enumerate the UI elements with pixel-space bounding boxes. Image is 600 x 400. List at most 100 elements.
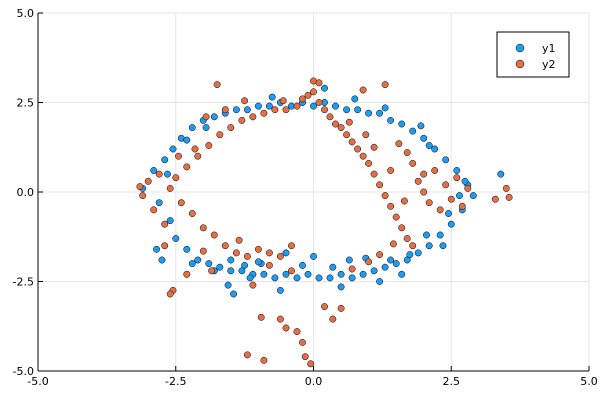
point-y2 <box>420 188 428 196</box>
point-y1 <box>161 156 169 164</box>
point-y2 <box>345 118 353 126</box>
point-y2 <box>502 184 510 192</box>
x-tick-label: -5.0 <box>27 375 48 388</box>
point-y1 <box>387 256 395 264</box>
point-y2 <box>213 81 221 89</box>
point-y1 <box>461 177 469 185</box>
point-y1 <box>293 274 301 282</box>
point-y2 <box>188 210 196 217</box>
point-y2 <box>260 109 268 117</box>
point-y2 <box>348 265 356 273</box>
point-y1 <box>409 127 417 135</box>
point-y1 <box>169 145 177 153</box>
point-y1 <box>172 235 180 242</box>
point-y2 <box>387 202 395 210</box>
point-y2 <box>447 195 455 203</box>
point-y1 <box>453 167 461 174</box>
point-y1 <box>398 120 406 128</box>
point-y2 <box>403 149 411 157</box>
point-y2 <box>392 213 400 221</box>
point-y2 <box>348 138 356 146</box>
point-y1 <box>425 242 433 250</box>
point-y2 <box>183 270 191 278</box>
point-y2 <box>271 106 279 114</box>
point-y1 <box>445 210 452 217</box>
point-y2 <box>299 95 306 103</box>
point-y2 <box>329 315 337 323</box>
point-y2 <box>315 79 323 87</box>
point-y2 <box>400 197 408 205</box>
point-y1 <box>321 84 328 92</box>
point-y2 <box>395 140 403 148</box>
point-y2 <box>166 184 174 192</box>
point-y2 <box>249 113 257 121</box>
point-y1 <box>310 252 317 260</box>
point-y2 <box>365 258 373 266</box>
series-layer <box>136 77 513 368</box>
x-tick-labels: -5.0 -2.5 0.0 2.5 5.0 <box>27 375 597 388</box>
point-y2 <box>343 131 351 139</box>
point-y2 <box>238 116 246 124</box>
point-y2 <box>409 242 417 250</box>
point-y1 <box>329 263 337 271</box>
point-y1 <box>469 192 477 200</box>
point-y2 <box>279 97 287 105</box>
point-y1 <box>417 122 425 130</box>
point-y1 <box>381 263 389 271</box>
y-tick-label: -2.5 <box>13 276 34 289</box>
legend-marker-y1 <box>515 43 525 53</box>
point-y2 <box>199 224 207 232</box>
series-y1 <box>139 84 505 298</box>
point-y1 <box>241 261 249 269</box>
point-y1 <box>406 251 414 259</box>
y-tick-labels: -5.0 -2.5 0.0 2.5 5.0 <box>13 7 34 378</box>
point-y2 <box>293 102 301 110</box>
point-y1 <box>337 283 345 291</box>
point-y1 <box>376 109 384 117</box>
legend-box <box>496 31 570 78</box>
point-y1 <box>423 231 430 239</box>
point-y1 <box>436 231 444 239</box>
point-y2 <box>216 131 224 139</box>
point-y1 <box>376 278 384 285</box>
point-y2 <box>398 224 406 232</box>
point-y1 <box>282 249 290 257</box>
point-y2 <box>194 152 202 160</box>
point-y1 <box>348 274 356 282</box>
point-y1 <box>164 170 171 178</box>
point-y2 <box>241 97 249 105</box>
point-y1 <box>370 267 378 275</box>
point-y2 <box>221 242 229 250</box>
point-y2 <box>144 177 152 185</box>
point-y2 <box>362 131 370 139</box>
point-y1 <box>158 256 166 264</box>
point-y2 <box>243 252 251 260</box>
point-y2 <box>332 120 339 128</box>
point-y1 <box>227 267 235 275</box>
y-tick-label: 5.0 <box>17 7 35 20</box>
point-y1 <box>365 109 373 117</box>
point-y2 <box>409 159 417 167</box>
point-y1 <box>354 106 362 114</box>
legend: y1 y2 <box>496 31 570 78</box>
y-tick-label: -5.0 <box>13 365 34 378</box>
point-y1 <box>439 242 447 250</box>
point-y2 <box>301 353 309 361</box>
point-y2 <box>387 167 395 174</box>
point-y1 <box>265 102 273 110</box>
y-tick-marks <box>38 12 43 372</box>
point-y1 <box>497 170 505 178</box>
point-y2 <box>243 351 251 359</box>
point-y2 <box>235 236 243 244</box>
y-tick-label: 0.0 <box>17 186 35 199</box>
x-tick-label: 2.5 <box>443 375 461 388</box>
point-y1 <box>315 274 323 282</box>
point-y2 <box>376 251 384 259</box>
point-y2 <box>464 184 472 192</box>
point-y2 <box>208 267 216 275</box>
point-y2 <box>155 170 163 178</box>
point-y1 <box>230 290 238 298</box>
point-y1 <box>205 260 213 268</box>
point-y2 <box>136 183 144 191</box>
point-y1 <box>260 270 268 278</box>
